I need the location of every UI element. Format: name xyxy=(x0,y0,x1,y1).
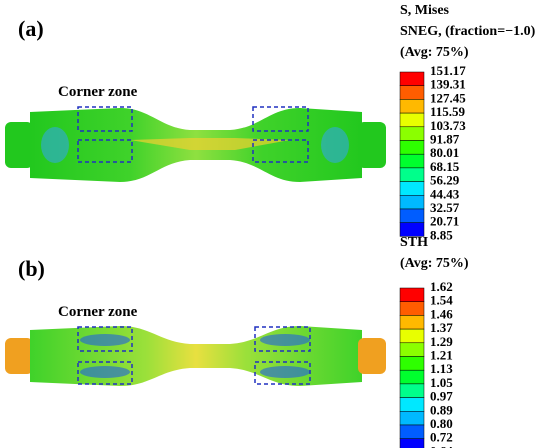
legend-value: 1.46 xyxy=(430,306,453,321)
color-band xyxy=(399,71,425,86)
color-band xyxy=(399,112,425,128)
color-band xyxy=(399,99,425,114)
legend-value: 20.71 xyxy=(430,214,459,229)
legend-value: 44.43 xyxy=(430,186,460,201)
color-band xyxy=(399,301,425,316)
color-band xyxy=(399,383,425,398)
legend-value: 1.54 xyxy=(430,293,453,308)
legend-value: 1.13 xyxy=(430,361,453,376)
legend-title: (Avg: 75%) xyxy=(400,45,469,60)
legend-value: 1.62 xyxy=(430,279,453,294)
legend-value: 1.21 xyxy=(430,347,453,362)
color-band xyxy=(399,438,425,448)
color-band xyxy=(399,397,425,412)
color-band xyxy=(399,328,425,344)
legend-value: 0.80 xyxy=(430,416,453,431)
color-band xyxy=(399,411,425,426)
specimen-a xyxy=(5,106,386,182)
legend-value: 151.17 xyxy=(430,63,466,78)
legend-value: 0.97 xyxy=(430,389,453,404)
legend-title: STH xyxy=(400,235,428,250)
color-band xyxy=(399,85,425,100)
color-band xyxy=(399,369,425,385)
legend-value: 68.15 xyxy=(430,159,460,174)
legend-value: 91.87 xyxy=(430,131,460,146)
legend-value: 8.85 xyxy=(430,227,453,242)
legend-value: 80.01 xyxy=(430,145,459,160)
legend-value: 127.45 xyxy=(430,90,466,105)
color-band xyxy=(399,356,425,371)
color-band xyxy=(399,424,425,439)
panel-label: (b) xyxy=(18,256,45,281)
annotation: Corner zone xyxy=(58,304,138,320)
color-band xyxy=(399,153,425,169)
legend-value: 32.57 xyxy=(430,200,460,215)
legend-title: (Avg: 75%) xyxy=(400,256,469,271)
color-band xyxy=(399,315,425,330)
legend-value: 139.31 xyxy=(430,77,466,92)
color-band xyxy=(399,140,425,155)
color-band xyxy=(399,222,425,237)
legend-value: 115.59 xyxy=(430,104,466,119)
legend-value: 1.05 xyxy=(430,375,453,390)
legend-value: 0.64 xyxy=(430,443,453,448)
legend-value: 56.29 xyxy=(430,173,460,188)
color-band xyxy=(399,208,425,223)
legend-value: 0.89 xyxy=(430,402,453,417)
legend-value: 1.37 xyxy=(430,320,453,335)
specimen-b xyxy=(5,326,386,386)
color-band xyxy=(399,181,425,196)
color-band xyxy=(399,195,425,210)
color-band xyxy=(399,342,425,357)
color-band xyxy=(399,167,425,182)
legend-value: 1.29 xyxy=(430,334,453,349)
legend-title: S, Mises xyxy=(400,3,450,18)
color-band xyxy=(399,126,425,141)
legend-value: 0.72 xyxy=(430,430,453,445)
panel-label: (a) xyxy=(18,16,44,41)
annotation: Corner zone xyxy=(58,84,138,100)
color-band xyxy=(399,287,425,302)
legend-value: 103.73 xyxy=(430,118,466,133)
legend-title: SNEG, (fraction=−1.0) xyxy=(400,24,536,39)
